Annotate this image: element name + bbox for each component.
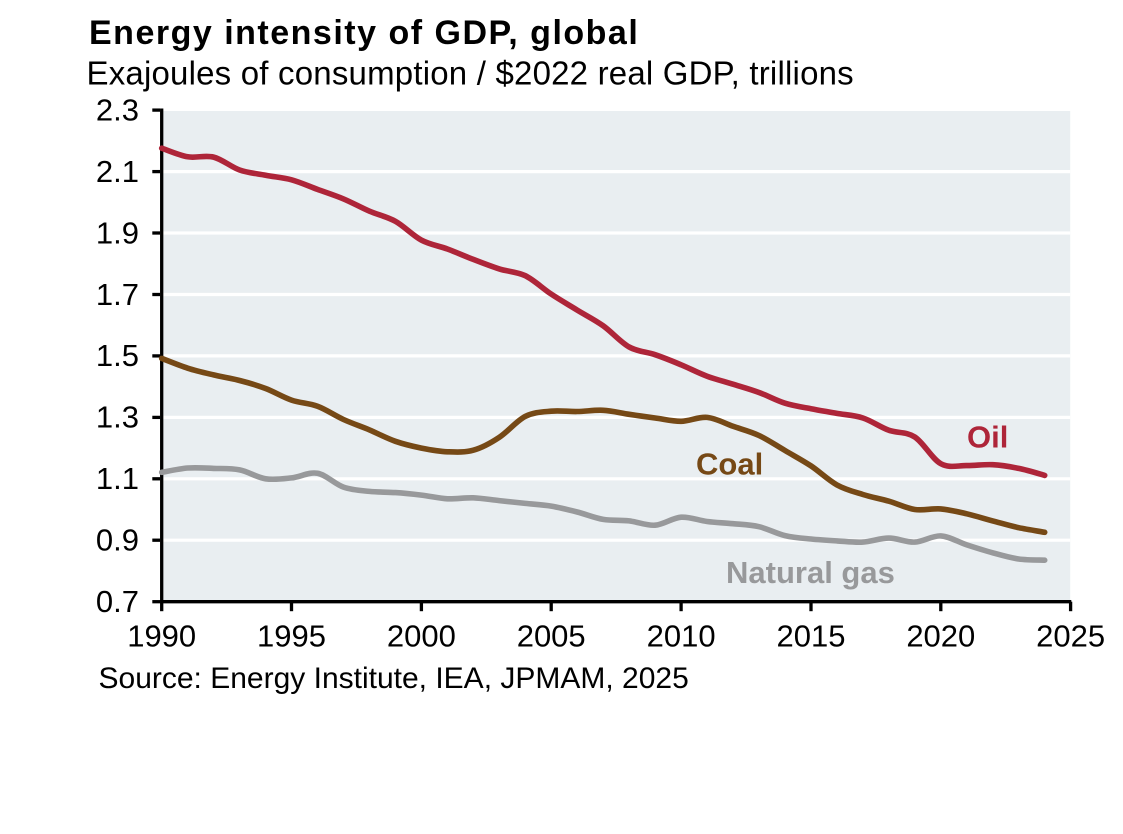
svg-text:1.5: 1.5 xyxy=(96,338,139,373)
svg-text:2005: 2005 xyxy=(517,619,586,654)
svg-text:Coal: Coal xyxy=(696,447,763,482)
svg-text:Energy intensity of GDP, globa: Energy intensity of GDP, global xyxy=(89,14,639,52)
svg-text:1.1: 1.1 xyxy=(96,461,139,496)
svg-text:0.7: 0.7 xyxy=(96,584,139,619)
svg-text:2000: 2000 xyxy=(387,619,456,654)
svg-text:Natural gas: Natural gas xyxy=(726,555,895,590)
svg-text:1.3: 1.3 xyxy=(96,400,139,435)
svg-text:1.7: 1.7 xyxy=(96,277,139,312)
svg-text:2015: 2015 xyxy=(777,619,846,654)
svg-text:0.9: 0.9 xyxy=(96,523,139,558)
svg-text:2010: 2010 xyxy=(647,619,716,654)
svg-text:Oil: Oil xyxy=(967,420,1008,455)
svg-text:2.3: 2.3 xyxy=(96,92,139,127)
svg-text:Source: Energy Institute, IEA,: Source: Energy Institute, IEA, JPMAM, 20… xyxy=(99,662,689,695)
svg-text:1995: 1995 xyxy=(257,619,326,654)
svg-text:1.9: 1.9 xyxy=(96,215,139,250)
svg-text:Exajoules of consumption / $20: Exajoules of consumption / $2022 real GD… xyxy=(87,55,854,92)
svg-text:2020: 2020 xyxy=(906,619,975,654)
svg-text:1990: 1990 xyxy=(127,619,196,654)
svg-text:2.1: 2.1 xyxy=(96,154,139,189)
svg-text:2025: 2025 xyxy=(1036,619,1105,654)
